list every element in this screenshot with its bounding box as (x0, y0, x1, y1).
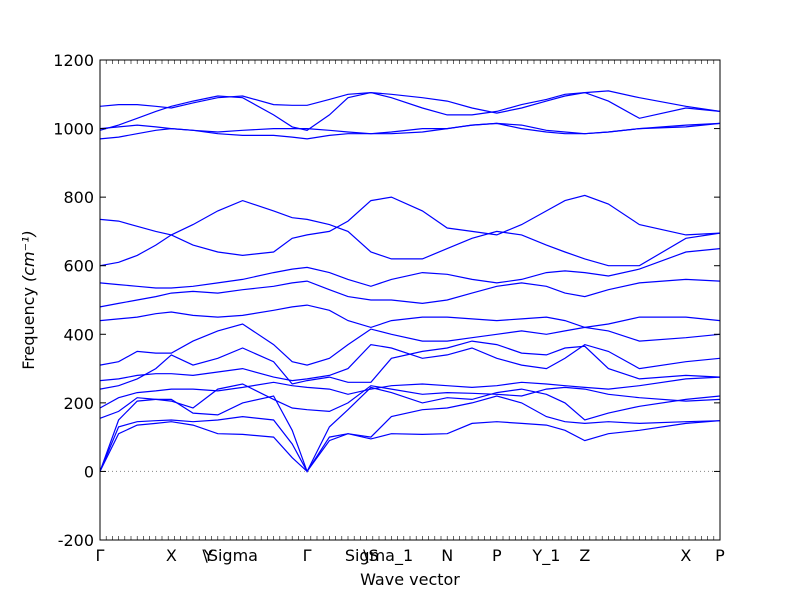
band-line-11 (99, 248, 721, 289)
y-tick-label: 400 (63, 325, 94, 344)
band-line-9 (99, 304, 721, 329)
y-tick-label: 0 (84, 462, 94, 481)
y-tick-label: 600 (63, 257, 94, 276)
band-line-6 (99, 340, 721, 390)
y-axis-label-unit: (cm⁻¹) (19, 230, 38, 282)
band-line-8 (99, 323, 721, 366)
plot-frame (99, 59, 721, 541)
y-tick-label: 1000 (53, 120, 94, 139)
x-tick-label: \Sigma (202, 546, 258, 565)
band-line-7 (99, 343, 721, 382)
band-line-1 (99, 420, 721, 473)
x-tick-label: P (492, 546, 502, 565)
y-tick-label: -200 (58, 531, 94, 550)
band-line-5 (99, 376, 721, 409)
x-tick-label: Γ (96, 546, 105, 565)
x-tick-label: Y_1 (531, 546, 560, 566)
x-axis-label: Wave vector (360, 570, 460, 589)
x-tick-label: Y (203, 546, 214, 565)
band-line-10 (99, 278, 721, 308)
x-tick-label: P (715, 546, 725, 565)
band-line-13 (99, 194, 721, 257)
y-tick-label: 1200 (53, 51, 94, 70)
y-tick-label: 800 (63, 188, 94, 207)
x-tick-label: Z (579, 546, 590, 565)
ticks-layer (99, 59, 721, 541)
y-tick-labels: -200 0 200 400 600 800 1000 1200 (53, 51, 94, 550)
y-axis-label: Frequency (cm⁻¹) (19, 230, 38, 369)
x-tick-label: Sigma_1 (345, 546, 413, 566)
x-tick-label: \S (363, 546, 379, 565)
band-line-2 (99, 395, 721, 473)
bands-layer (99, 90, 721, 473)
x-tick-label: Γ (303, 546, 312, 565)
band-line-4 (99, 383, 721, 419)
band-line-17 (99, 91, 721, 131)
band-line-12 (99, 199, 721, 267)
y-tick-label: 200 (63, 394, 94, 413)
x-tick-label: N (441, 546, 453, 565)
x-tick-label: X (166, 546, 177, 565)
x-tick-label: X (680, 546, 691, 565)
band-line-15 (99, 122, 721, 135)
y-axis-label-text: Frequency (19, 287, 38, 370)
